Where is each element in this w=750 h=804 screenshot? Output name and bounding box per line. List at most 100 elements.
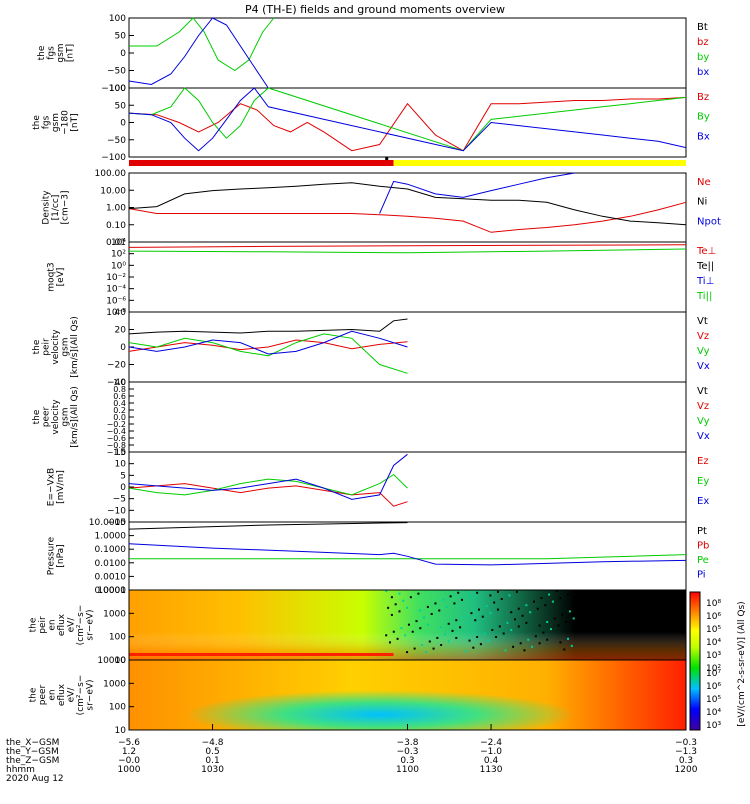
spectrogram-speckle: [521, 614, 524, 617]
y-tick-label: −10: [107, 506, 126, 516]
x-tick-label: 1200: [675, 765, 698, 775]
spectrogram-speckle: [466, 622, 469, 625]
y-axis-label: the: [32, 409, 42, 424]
spectrogram-speckle: [421, 644, 424, 647]
colorbar-tick-label: 10⁷: [706, 669, 721, 679]
x-tick-label: −1.0: [480, 747, 502, 757]
spectrogram-speckle: [460, 598, 463, 601]
legend-label: Te||: [696, 261, 714, 272]
legend-label: by: [697, 52, 709, 63]
y-tick-label: 0.2: [113, 406, 126, 415]
y-tick-label: 0.4: [113, 399, 126, 408]
spectrogram-speckle: [385, 634, 388, 637]
spectrogram-speckle: [565, 621, 568, 623]
y-tick-label: 10: [115, 460, 127, 470]
y-axis-label: (cm²−s−: [76, 675, 86, 716]
x-tick-label: −3.8: [397, 738, 419, 748]
spectrogram-speckle: [510, 611, 513, 614]
y-axis-label: [1/cc]: [51, 195, 61, 221]
spectrogram-speckle: [387, 606, 390, 609]
spectrogram-speckle: [390, 613, 393, 616]
spectrogram-speckle: [426, 605, 429, 608]
y-tick-label: 10⁰: [111, 261, 126, 271]
y-tick-label: 0.0001: [95, 586, 127, 596]
legend-label: Ni: [697, 197, 707, 208]
x-row-label: hhmm: [6, 765, 35, 775]
density-series-npot: [379, 172, 575, 214]
spectrogram-speckle: [476, 591, 479, 594]
y-axis-label: velocity: [51, 399, 61, 435]
colorbar-tick-label: 10⁸: [706, 599, 721, 609]
spectrogram-speckle: [430, 613, 433, 616]
field-series-by: [129, 17, 275, 72]
y-tick-label: 100: [109, 703, 126, 713]
pressure-series-pi: [128, 543, 687, 566]
y-axis-label: fgs: [46, 46, 56, 60]
y-tick-label: −0.2: [107, 420, 126, 429]
spectrogram-speckle: [411, 630, 414, 633]
y-tick-label: 0.01: [106, 238, 126, 248]
y-tick-label: 100.00: [95, 169, 127, 179]
y-tick-label: 100: [109, 14, 126, 24]
spectrogram-speckle: [510, 628, 513, 631]
y-axis-label: eV/: [67, 687, 77, 703]
x-tick-label: 0.1: [205, 756, 219, 766]
spectrogram-speckle: [496, 590, 499, 593]
spectrogram-speckle: [424, 651, 427, 654]
spectrogram-speckle: [572, 617, 575, 620]
efield-series-ez: [128, 483, 408, 507]
panel-frame: [128, 381, 687, 453]
y-tick-label: 10⁻⁸: [106, 308, 126, 318]
spectrogram-speckle: [527, 638, 530, 641]
y-axis-label: velocity: [51, 329, 61, 365]
x-tick-label: −4.8: [202, 738, 224, 748]
spectrogram-speckle: [531, 645, 534, 648]
colorbar-tick-label: 10⁴: [706, 708, 721, 718]
y-tick-label: 1.0000: [95, 532, 127, 542]
x-tick-label: 0.3: [400, 756, 414, 766]
panel-frame: [128, 172, 687, 243]
y-tick-label: 0.0010: [95, 572, 127, 582]
legend-label: Vy: [697, 346, 710, 357]
spectrogram-speckle: [555, 590, 558, 592]
legend-label: Ex: [697, 496, 709, 507]
y-tick-label: 40: [115, 308, 127, 318]
status-bar-red: [129, 160, 394, 166]
y-axis-label: the: [32, 339, 42, 354]
velocity-series-vx: [128, 330, 408, 355]
y-tick-label: −100: [101, 153, 126, 163]
legend-label: Pi: [697, 570, 706, 581]
y-axis-label: gsm: [61, 407, 71, 426]
y-tick-label: 10000: [97, 656, 126, 666]
spectrogram-speckle: [472, 646, 475, 649]
y-tick-label: −0.8: [107, 441, 126, 450]
spectrogram-speckle: [443, 633, 446, 636]
y-axis-label: peer: [42, 406, 52, 427]
y-tick-label: 0: [120, 343, 126, 353]
x-tick-label: 1130: [480, 765, 503, 775]
spectrogram-speckle: [394, 603, 397, 606]
spectrogram-speckle: [445, 605, 448, 608]
spectrogram-speckle: [462, 615, 465, 618]
spectrogram-speckle: [485, 605, 488, 608]
spectrogram-speckle: [481, 615, 484, 618]
field-series-by: [128, 87, 687, 152]
spectrogram-speckle: [423, 616, 426, 619]
spectrogram-speckle: [502, 632, 505, 635]
y-tick-label: 1.0: [113, 378, 126, 387]
x-row-label: the_X−GSM: [6, 738, 59, 748]
y-axis-label: Pressure: [46, 536, 56, 575]
spectrogram-speckle: [440, 644, 443, 647]
spectrogram-speckle: [440, 626, 443, 629]
legend-label: bx: [697, 67, 709, 78]
y-tick-label: 10.0000: [89, 518, 126, 528]
y-tick-label: 10.00: [100, 186, 126, 196]
spectrogram-speckle: [459, 626, 462, 629]
spectrogram-speckle: [519, 642, 522, 645]
spectrogram-speckle: [489, 612, 492, 615]
legend-label: Vt: [697, 316, 708, 327]
spectrogram-speckle: [546, 638, 549, 641]
colorbar-tick-label: 10⁵: [706, 695, 721, 705]
